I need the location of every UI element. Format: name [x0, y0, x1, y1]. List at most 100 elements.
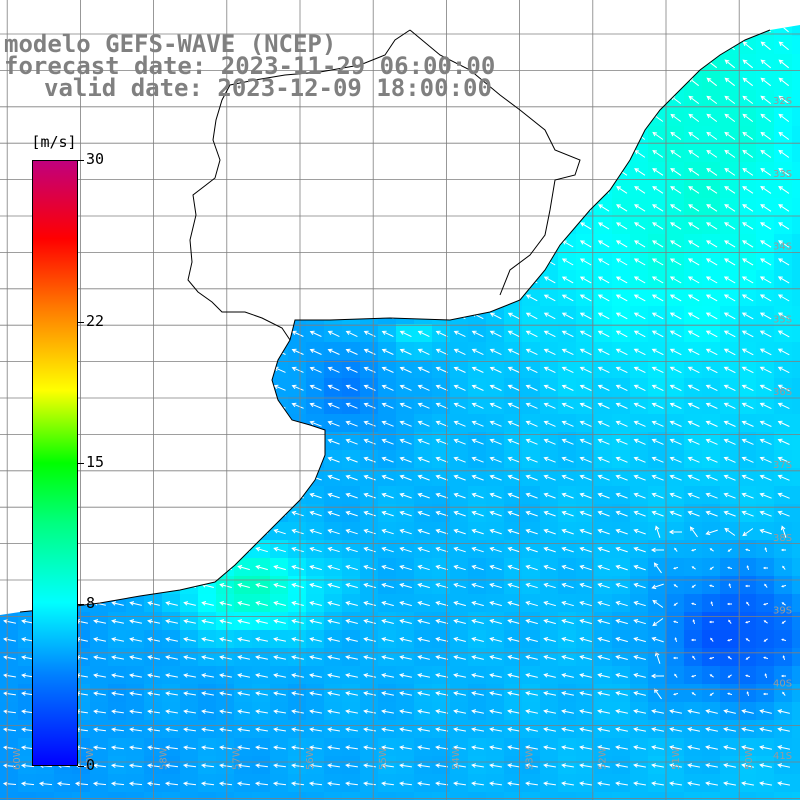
longitude-label: 57W: [232, 747, 243, 770]
wind-cell: [540, 450, 558, 468]
wind-arrow: [706, 150, 718, 158]
wind-arrow: [777, 312, 790, 320]
wind-arrow: [327, 402, 340, 409]
wind-arrow: [723, 402, 736, 410]
wind-cell: [486, 774, 504, 792]
wind-arrow: [111, 673, 124, 678]
wind-arrow: [651, 727, 664, 732]
wind-cell: [792, 576, 800, 594]
wind-cell: [144, 792, 162, 800]
wind-arrow: [723, 492, 736, 499]
wind-arrow: [507, 510, 520, 517]
wind-arrow: [579, 420, 592, 427]
wind-arrow: [110, 745, 125, 751]
wind-cell: [702, 648, 720, 666]
wind-arrow: [471, 330, 484, 338]
wind-cell: [432, 720, 450, 738]
wind-cell: [414, 738, 432, 756]
wind-cell: [720, 792, 738, 800]
wind-arrow: [759, 528, 772, 535]
wind-cell: [396, 414, 414, 432]
wind-cell: [306, 558, 324, 576]
wind-cell: [720, 432, 738, 450]
wind-arrow: [705, 294, 718, 302]
wind-cell: [756, 468, 774, 486]
wind-cell: [576, 648, 594, 666]
wind-cell: [378, 630, 396, 648]
wind-cell: [342, 684, 360, 702]
wind-cell: [342, 756, 360, 774]
wind-arrow: [651, 258, 664, 266]
wind-arrow: [669, 709, 683, 714]
wind-arrow: [363, 673, 376, 678]
wind-cell: [360, 738, 378, 756]
wind-arrow: [471, 655, 484, 660]
wind-arrow: [687, 294, 700, 302]
wind-cell: [432, 432, 450, 450]
wind-arrow: [507, 366, 520, 373]
wind-cell: [432, 630, 450, 648]
wind-arrow: [201, 601, 214, 606]
wind-arrow: [616, 204, 628, 212]
wind-cell: [792, 738, 800, 756]
wind-cell: [180, 756, 198, 774]
wind-arrow: [218, 781, 233, 787]
wind-arrow: [489, 438, 502, 445]
wind-cell: [792, 468, 800, 486]
wind-cell: [234, 576, 252, 594]
wind-arrow: [561, 384, 574, 391]
wind-cell: [684, 756, 702, 774]
wind-arrow: [363, 655, 377, 660]
wind-arrow: [201, 673, 214, 678]
wind-cell: [198, 756, 216, 774]
wind-cell: [126, 792, 144, 800]
latitude-label: 40S: [773, 678, 792, 689]
wind-cell: [324, 504, 342, 522]
wind-arrow: [381, 565, 394, 571]
wind-arrow: [381, 745, 394, 750]
wind-arrow: [453, 330, 466, 338]
wind-arrow: [777, 348, 790, 356]
wind-arrow: [309, 420, 322, 427]
wind-cell: [288, 630, 306, 648]
wind-arrow: [381, 366, 394, 373]
wind-arrow: [309, 547, 322, 553]
wind-cell: [540, 738, 558, 756]
wind-arrow: [687, 474, 700, 481]
colorbar-tick-label: 0: [86, 756, 96, 774]
wind-arrow: [327, 420, 340, 427]
wind-cell: [342, 630, 360, 648]
wind-arrow: [669, 276, 682, 284]
wind-cell: [594, 432, 612, 450]
wind-arrow: [417, 583, 430, 589]
wind-cell: [648, 486, 666, 504]
wind-arrow: [597, 240, 610, 248]
wind-arrow: [669, 366, 682, 374]
wind-arrow: [777, 781, 790, 786]
wind-cell: [486, 648, 504, 666]
wind-arrow: [615, 420, 628, 427]
wind-arrow: [525, 438, 538, 445]
wind-arrow: [778, 204, 790, 212]
wind-cell: [162, 612, 180, 630]
wind-arrow: [561, 781, 574, 786]
wind-cell: [468, 792, 486, 800]
wind-arrow: [201, 655, 214, 660]
wind-cell: [108, 720, 126, 738]
wind-cell: [792, 522, 800, 540]
wind-cell: [360, 702, 378, 720]
wind-arrow: [579, 673, 592, 678]
wind-cell: [522, 450, 540, 468]
wind-cell: [612, 504, 630, 522]
wind-cell: [720, 720, 738, 738]
wind-arrow: [653, 562, 662, 574]
wind-arrow: [2, 727, 17, 733]
wind-cell: [594, 666, 612, 684]
wind-arrow: [417, 655, 430, 660]
wind-cell: [252, 630, 270, 648]
wind-arrow: [634, 186, 646, 194]
wind-arrow: [615, 709, 629, 714]
wind-cell: [612, 774, 630, 792]
wind-cell: [468, 774, 486, 792]
wind-arrow: [273, 673, 286, 678]
